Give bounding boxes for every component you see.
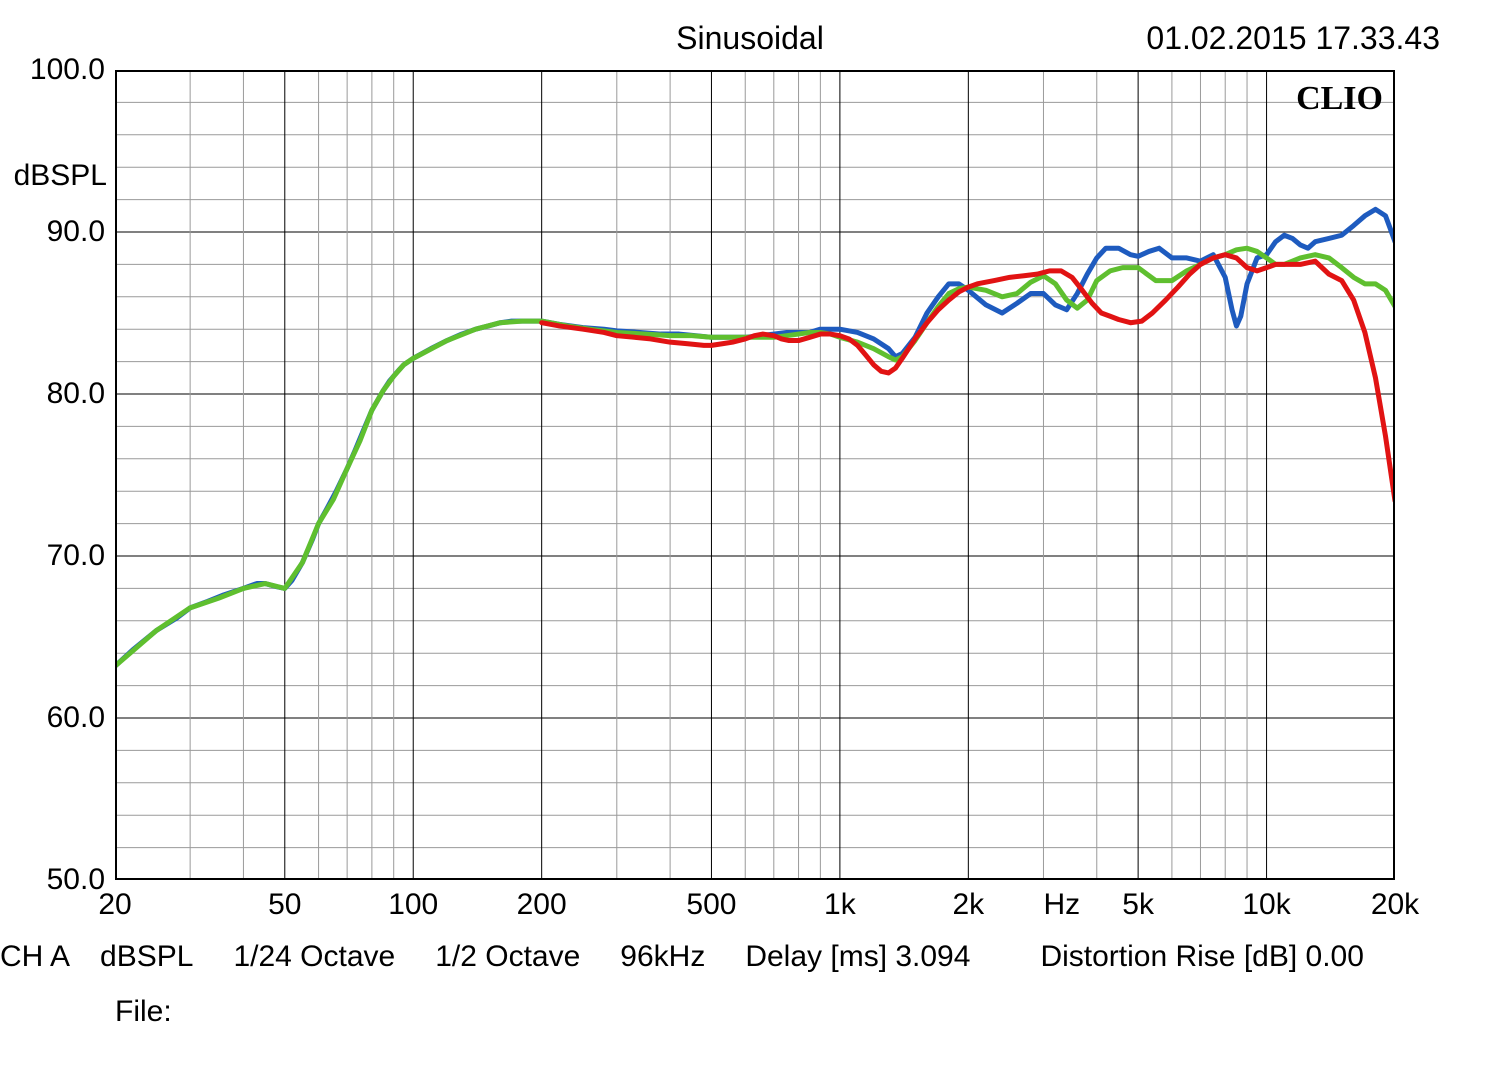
- y-tick-label: 100.0: [30, 53, 115, 87]
- footer-item: dBSPL: [100, 940, 193, 974]
- plot-border: [115, 70, 1395, 880]
- x-axis-unit: Hz: [1043, 880, 1080, 922]
- x-tick-label: 200: [517, 880, 567, 922]
- footer-line-2: File:: [0, 995, 1500, 1029]
- x-tick-label: 5k: [1122, 880, 1154, 922]
- y-tick-label: 90.0: [47, 215, 115, 249]
- x-tick-label: 1k: [824, 880, 856, 922]
- file-label: File:: [115, 995, 172, 1028]
- x-tick-label: 100: [388, 880, 438, 922]
- footer-item: Distortion Rise [dB] 0.00: [1040, 940, 1363, 974]
- x-tick-label: 50: [268, 880, 301, 922]
- x-tick-label: 2k: [952, 880, 984, 922]
- brand-label: CLIO: [1296, 80, 1383, 118]
- footer-item: 96kHz: [620, 940, 705, 974]
- clio-chart-window: Sinusoidal 01.02.2015 17.33.43 CLIO 50.0…: [0, 0, 1500, 1074]
- footer-line-1: CH A dBSPL 1/24 Octave 1/2 Octave 96kHz Delay…: [0, 940, 1500, 974]
- x-tick-label: 20k: [1371, 880, 1419, 922]
- footer-item: CH A: [0, 940, 70, 974]
- footer-item: Delay [ms] 3.094: [745, 940, 970, 974]
- y-tick-label: 80.0: [47, 377, 115, 411]
- x-tick-label: 500: [686, 880, 736, 922]
- x-tick-label: 20: [98, 880, 131, 922]
- x-tick-label: 10k: [1242, 880, 1290, 922]
- footer-item: 1/2 Octave: [435, 940, 580, 974]
- y-axis-unit: dBSPL: [14, 159, 115, 193]
- y-tick-label: 60.0: [47, 701, 115, 735]
- chart-timestamp: 01.02.2015 17.33.43: [1146, 20, 1440, 57]
- chart-plot-area: CLIO 50.060.070.080.090.0100.0dBSPL20501…: [115, 70, 1395, 880]
- y-tick-label: 70.0: [47, 539, 115, 573]
- footer-item: 1/24 Octave: [233, 940, 395, 974]
